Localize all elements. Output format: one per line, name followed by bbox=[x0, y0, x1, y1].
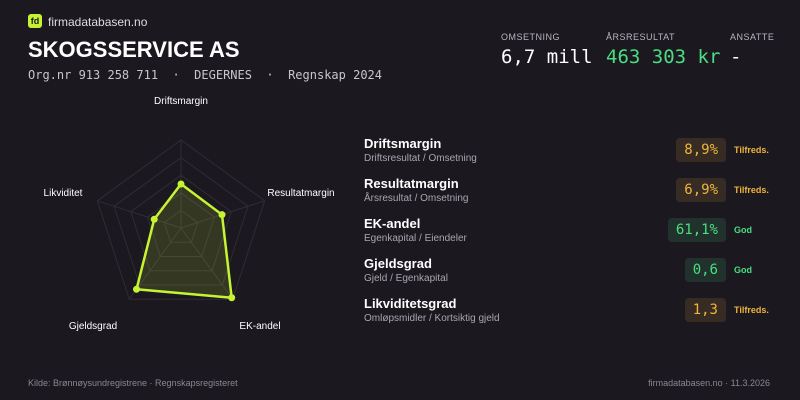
metric-status: Tilfreds. bbox=[734, 305, 769, 315]
metric-row: Driftsmargin Driftsresultat / Omsetning 8,… bbox=[364, 136, 784, 172]
metric-row: Resultatmargin Årsresultat / Omsetning 6,9… bbox=[364, 176, 784, 212]
radar-area bbox=[134, 182, 234, 300]
stat-label: OMSETNING bbox=[501, 32, 561, 42]
footer-site: firmadatabasen.no · 11.3.2026 bbox=[648, 378, 770, 388]
metric-value: 6,9% bbox=[676, 178, 726, 202]
metric-formula: Egenkapital / Eiendeler bbox=[364, 233, 467, 244]
metric-name: Gjeldsgrad bbox=[364, 256, 432, 271]
company-subline: Org.nr 913 258 711 · DEGERNES · Regnskap… bbox=[28, 68, 383, 82]
radar-ring bbox=[146, 192, 216, 257]
stat: ANSATTE - bbox=[730, 32, 774, 68]
radar-ring bbox=[113, 156, 249, 286]
radar-point bbox=[218, 211, 226, 219]
company-name: SKOGSSERVICE AS bbox=[28, 37, 240, 62]
radar-point bbox=[150, 215, 158, 223]
metric-formula: Omløpsmidler / Kortsiktig gjeld bbox=[364, 313, 500, 324]
radar-axis-label: Likviditet bbox=[44, 188, 83, 199]
metric-formula: Årsresultat / Omsetning bbox=[364, 193, 469, 204]
radar-ring bbox=[163, 209, 199, 243]
metric-name: EK-andel bbox=[364, 216, 421, 231]
stat: OMSETNING 6,7 mill bbox=[501, 32, 593, 68]
radar-ring bbox=[96, 139, 266, 300]
stat-value: 463 303 kr bbox=[606, 46, 721, 68]
metric-status: Tilfreds. bbox=[734, 145, 769, 155]
radar: Driftsmargin Resultatmargin EK-andel Gje… bbox=[44, 96, 335, 332]
metric-status: Tilfreds. bbox=[734, 185, 769, 195]
radar-point bbox=[228, 294, 236, 302]
metric-value: 8,9% bbox=[676, 138, 726, 162]
radar-axis-label: EK-andel bbox=[239, 321, 280, 332]
stat-label: ANSATTE bbox=[730, 32, 775, 42]
radar-ring bbox=[130, 174, 232, 272]
radar-point bbox=[177, 180, 185, 188]
metric-status: God bbox=[734, 225, 752, 235]
metric-name: Resultatmargin bbox=[364, 176, 459, 191]
radar-point bbox=[133, 285, 141, 293]
footer-source: Kilde: Brønnøysundregistrene · Regnskaps… bbox=[28, 378, 238, 388]
stat-value: 6,7 mill bbox=[501, 46, 593, 68]
metric-formula: Driftsresultat / Omsetning bbox=[364, 153, 477, 164]
metric-name: Likviditetsgrad bbox=[364, 296, 457, 311]
metric-row: Gjeldsgrad Gjeld / Egenkapital 0,6 God bbox=[364, 256, 784, 292]
stat-label: ÅRSRESULTAT bbox=[606, 32, 676, 42]
metric-value: 61,1% bbox=[667, 218, 726, 242]
metric-status: God bbox=[734, 265, 752, 275]
metric-value: 1,3 bbox=[684, 298, 726, 322]
metric-row: EK-andel Egenkapital / Eiendeler 61,1% God bbox=[364, 216, 784, 252]
brand: firmadatabasen.no bbox=[48, 15, 148, 29]
stat: ÅRSRESULTAT 463 303 kr bbox=[606, 32, 720, 68]
stat-value: - bbox=[730, 46, 742, 68]
radar-spoke bbox=[97, 200, 182, 229]
metric-row: Likviditetsgrad Omløpsmidler / Kortsiktig… bbox=[364, 296, 784, 332]
metric-formula: Gjeld / Egenkapital bbox=[364, 273, 448, 284]
metric-value: 0,6 bbox=[684, 258, 726, 282]
radar-spoke bbox=[180, 227, 234, 300]
metric-name: Driftsmargin bbox=[364, 136, 442, 151]
radar-axis-label: Gjeldsgrad bbox=[69, 321, 117, 332]
logo: fd bbox=[28, 14, 42, 28]
radar-axis-label: Resultatmargin bbox=[267, 188, 334, 199]
radar-axis-label: Driftsmargin bbox=[154, 96, 208, 107]
